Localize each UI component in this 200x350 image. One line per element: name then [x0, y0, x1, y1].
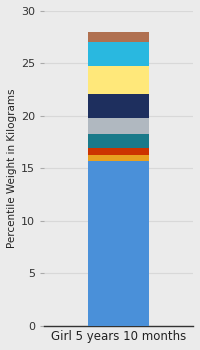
Y-axis label: Percentile Weight in Kilograms: Percentile Weight in Kilograms [7, 89, 17, 248]
Bar [88, 94, 149, 118]
Bar [88, 155, 149, 161]
Bar [88, 134, 149, 148]
Bar [88, 161, 149, 326]
Bar [88, 148, 149, 155]
Bar [88, 42, 149, 65]
Bar [88, 118, 149, 134]
Bar [88, 32, 149, 42]
Bar [88, 65, 149, 94]
